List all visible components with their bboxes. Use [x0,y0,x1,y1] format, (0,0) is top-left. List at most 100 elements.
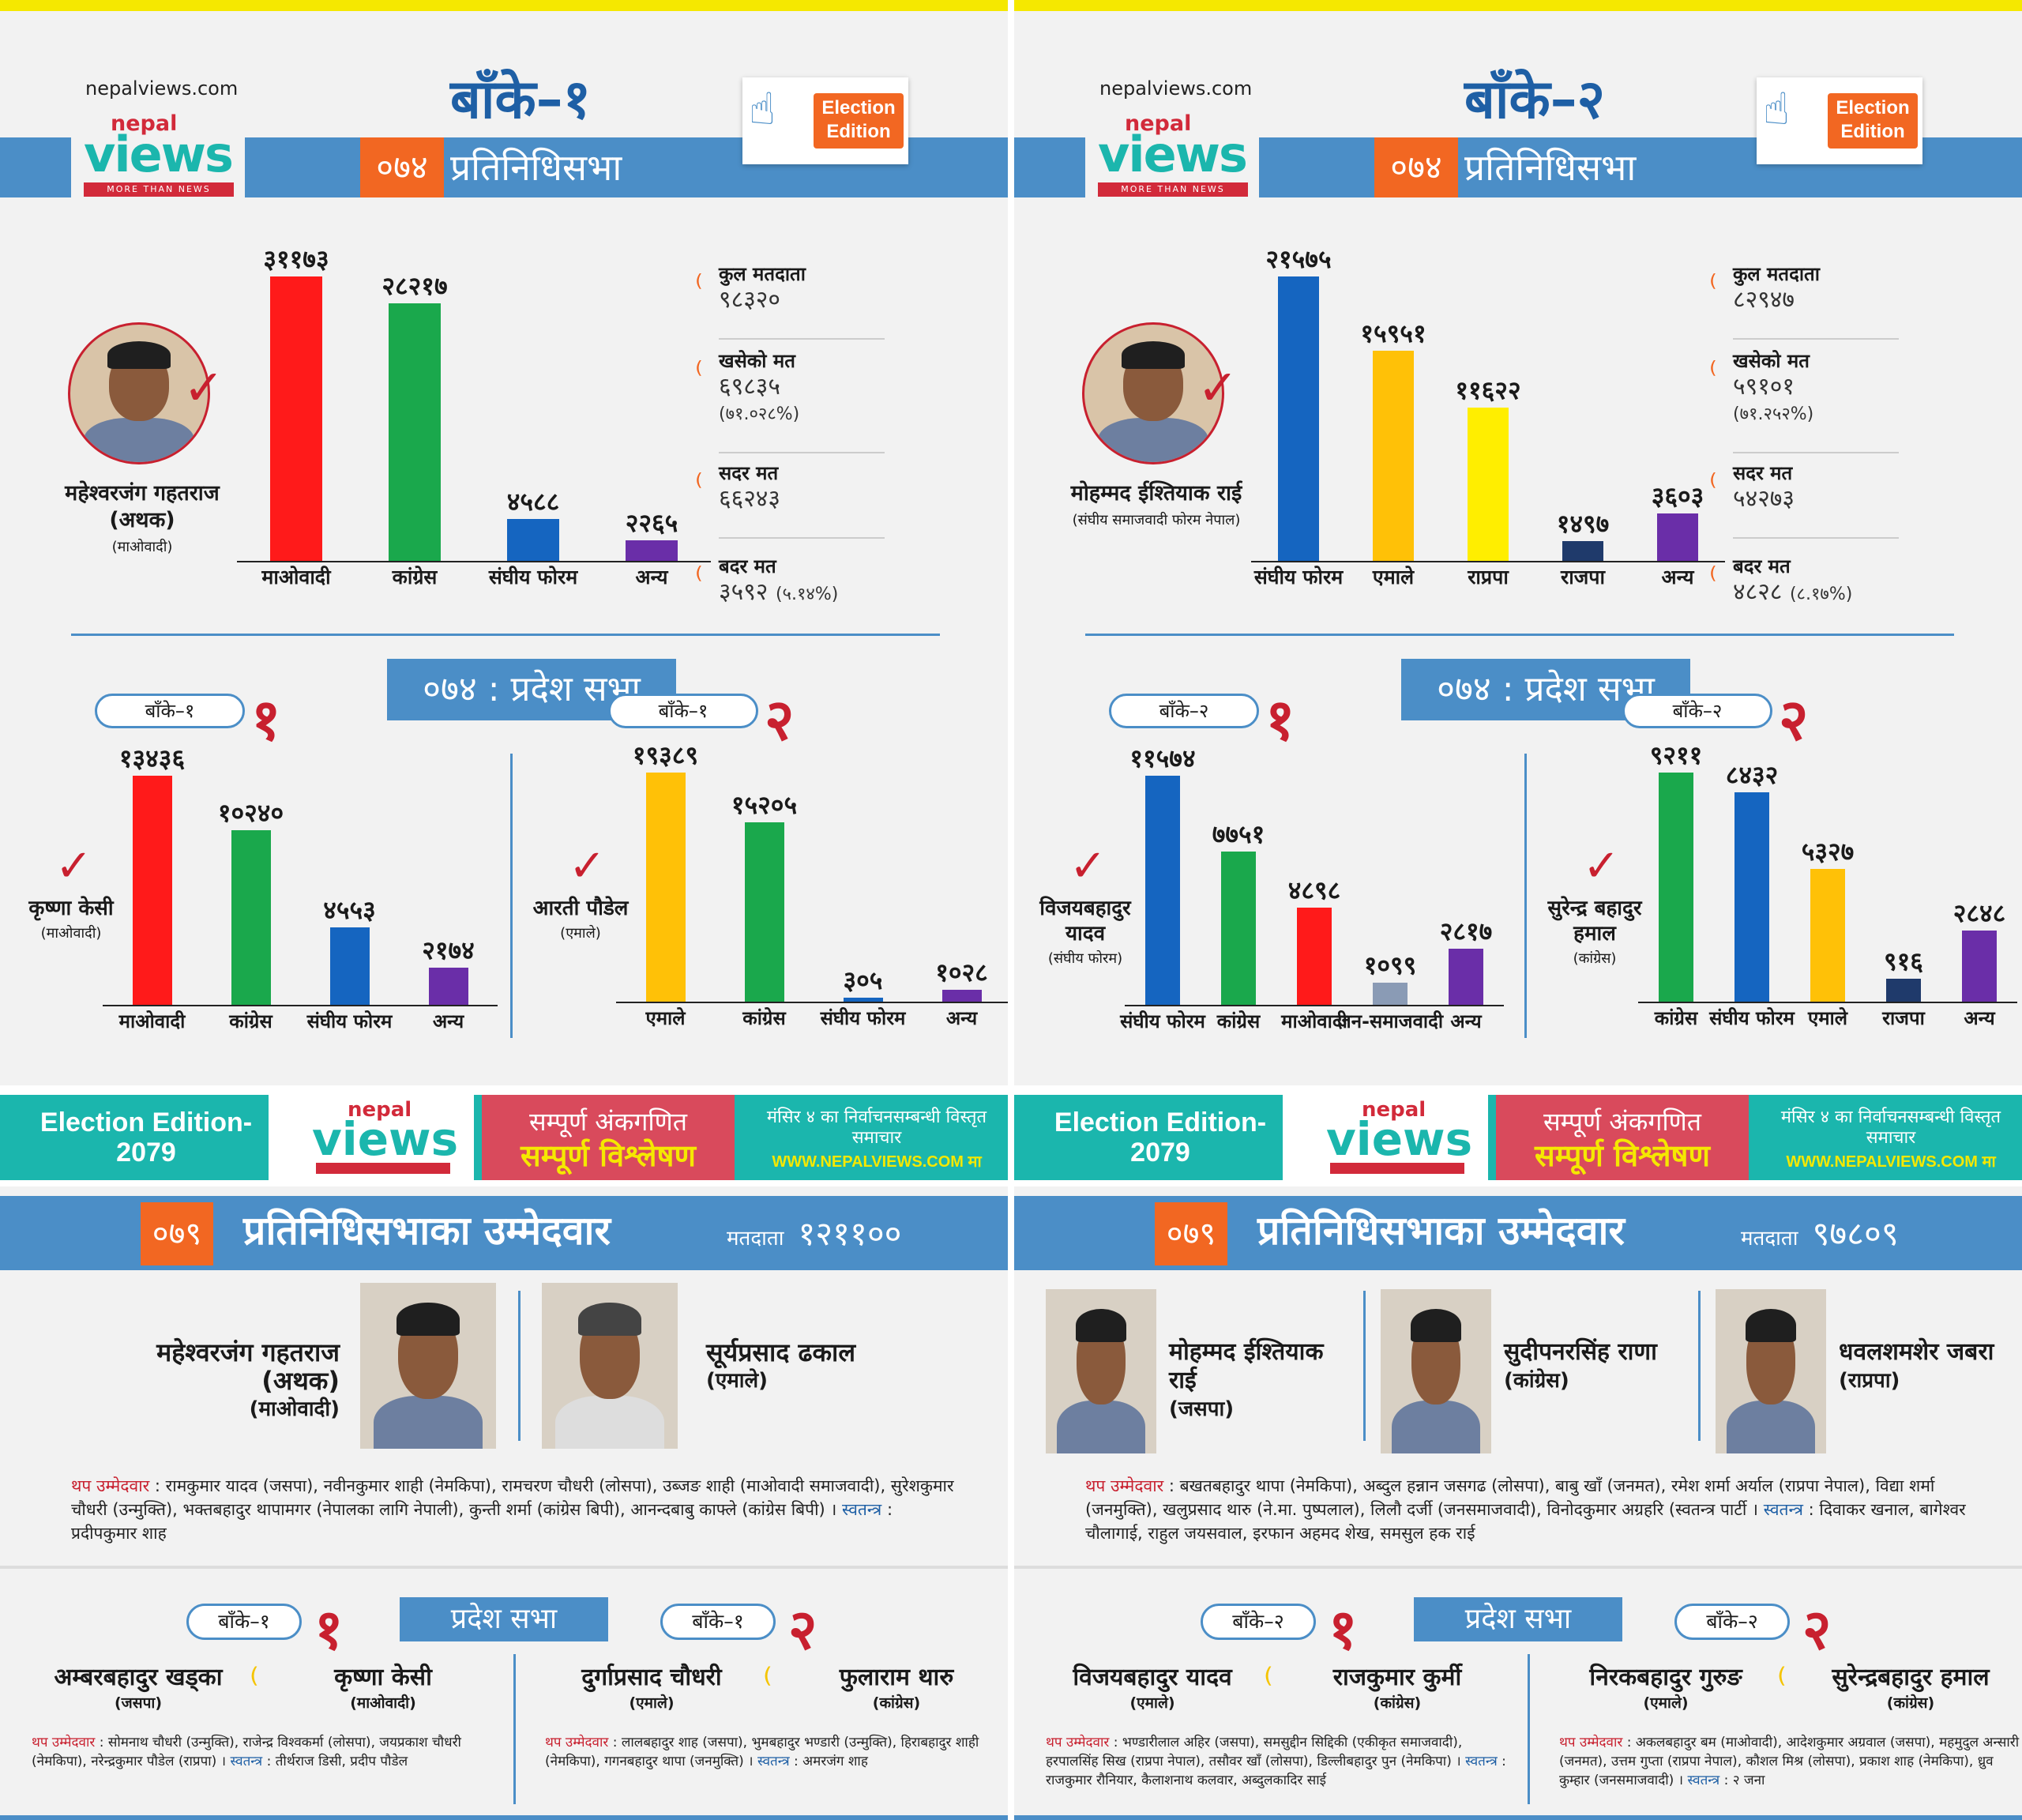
province-area-pill: बाँके–२ [1109,694,1259,728]
province-bar [1373,983,1408,1005]
province-category-label: संघीय फोरम [820,1007,906,1029]
stat-label: बदर मत [719,555,776,577]
constituency-title: बाँके–२ [1464,69,1606,131]
province-candidate-pill: बाँके–१ [186,1604,302,1640]
hor-category-label: संघीय फोरम [488,566,578,588]
stat-separator [1733,452,1899,453]
more-candidates: थप उम्मेदवार : बखतबहादुर थापा (नेमकिपा),… [1085,1476,1966,1543]
swirl-icon: ⁽ [250,1660,259,1705]
province-more-candidates: थप उम्मेदवार : भण्डारीलाल अहिर (जसपा), स… [1046,1735,1506,1788]
province-value-label: ५३२७ [1801,837,1855,867]
hor-bar [1468,408,1509,561]
province-candidate-number: २ [788,1597,817,1662]
stat-3: ⁽ बदर मत ३५९२ (५.१४%) [695,555,893,609]
election-edition-ad: Election Edition- 2079 nepal views सम्पू… [0,1085,1011,1186]
candidates-year: ०७९ [1155,1202,1227,1265]
stat-label: बदर मत [1733,555,1791,577]
province-value-label: २८१७ [1439,916,1493,947]
candidate-name: महेश्वरजंग गहतराज (अथक) (माओवादी) [156,1337,340,1421]
province-category-label: जन-समाजवादी [1336,1010,1444,1032]
province-bar [1886,979,1921,1002]
province-winner: आरती पौडेल (एमाले) [532,897,629,942]
province-category-label: अन्य [1450,1010,1482,1032]
candidate-name: सूर्यप्रसाद ढकाल (एमाले) [706,1337,856,1393]
hor-category-label: राजपा [1561,566,1605,588]
candidate-divider [1363,1291,1366,1441]
ad-website[interactable]: WWW.NEPALVIEWS.COM मा [772,1153,982,1171]
province-value-label: १०९९ [1363,950,1417,981]
stat-2: ⁽ सदर मत ६६२४३ [695,461,893,513]
winner-photo [1082,322,1224,464]
province-area-number: २ [1779,686,1809,753]
bottom-line [0,1815,1011,1820]
province-category-label: संघीय फोरम [1709,1007,1795,1029]
province-bar [1221,851,1256,1005]
winner-party: (संघीय समाजवादी फोरम नेपाल) [1072,512,1241,528]
stat-swirl-icon: ⁽ [695,269,703,305]
province-bar [329,927,370,1005]
stat-swirl-icon: ⁽ [695,355,703,392]
province-winner: कृष्णा केसी (माओवादी) [28,897,114,942]
province-candidate-pill: बाँके–१ [660,1604,776,1640]
province-candidate-number: १ [1329,1597,1358,1662]
province-candidate-number: २ [1802,1597,1832,1662]
voters-count: मतदाता १२११०० [727,1214,902,1253]
ad-logo-small: nepal [348,1098,412,1122]
logo-tagline: MORE THAN NEWS [84,182,234,197]
candidate-divider [518,1291,521,1441]
province-axis [1638,1002,2017,1003]
province-value-label: १९३८९ [632,740,699,770]
hor-category-label: माओवादी [261,566,331,588]
candidate-divider [1698,1291,1701,1441]
ad-note: मंसिर ४ का निर्वाचनसम्बन्धी विस्तृत समाच… [1780,1107,2001,1148]
stat-3: ⁽ बदर मत ४८२८ (८.१७%) [1709,555,1907,609]
election-edition-badge: ☝ Election Edition [742,77,908,164]
stat-swirl-icon: ⁽ [1709,468,1717,504]
stat-1: ⁽ खसेको मत ६९८३५ (७१.०२८%) [695,349,893,425]
section-divider-2 [1014,1566,2022,1569]
province-bar [843,998,883,1002]
candidate-photo [1046,1289,1156,1453]
ad-website[interactable]: WWW.NEPALVIEWS.COM मा [1786,1153,1996,1171]
province-candidate: सुरेन्द्रबहादुर हमाल (कांग्रेस) [1832,1664,1990,1713]
election-edition-badge: ☝ Election Edition [1757,77,1922,164]
stat-value: ६६२४३ [719,485,780,513]
province-category-label: अन्य [1964,1007,1995,1029]
province-bar [941,989,982,1002]
stat-value: ५४२७३ [1733,485,1795,513]
province-bar [1659,773,1693,1002]
candidate-photo [360,1283,496,1449]
winner-name: मोहम्मद ईश्तियाक राई (संघीय समाजवादी फोरम… [1046,480,1267,534]
province-category-label: कांग्रेस [229,1010,272,1032]
hor-value-label: ३११७३ [263,244,329,274]
bottom-line [1014,1815,2022,1820]
candidate-photo [542,1283,678,1449]
province-candidate: दुर्गाप्रसाद चौधरी (एमाले) [581,1664,722,1713]
province-value-label: ७७५१ [1212,818,1265,849]
province-bar [1810,869,1845,1002]
stat-value: ८२९४७ [1733,286,1795,314]
province-assembly-title: ०७४ : प्रदेश सभा [387,659,676,720]
hor-bar [1373,350,1414,561]
province-axis [1125,1005,1504,1006]
province-bar [1449,949,1483,1005]
hor-bar [626,540,678,561]
election-edition-ad: Election Edition- 2079 nepal views सम्पू… [1014,1085,2022,1186]
province-candidate: निरकबहादुर गुरुङ (एमाले) [1589,1664,1742,1713]
stat-swirl-icon: ⁽ [1709,269,1717,305]
ad-line-2: सम्पूर्ण विश्लेषण [1535,1138,1710,1173]
province-value-label: २८४८ [1952,898,2006,929]
province-more-candidates: थप उम्मेदवार : अकलबहादुर बम (माओवादी), आ… [1559,1735,2020,1788]
ad-logo-big: views [312,1112,459,1166]
hor-category-label: अन्य [1661,566,1694,588]
province-category-label: संघीय फोरम [1120,1010,1205,1032]
province-value-label: ४८९८ [1287,875,1341,906]
province-divider [510,754,513,1038]
province-candidate-pill: बाँके–२ [1201,1604,1316,1640]
province-candidate-number: १ [314,1597,344,1662]
stat-label: कुल मतदाता [1733,263,1820,285]
candidates-title: प्रतिनिधिसभाका उम्मेदवार [1257,1208,1625,1254]
province-area-number: १ [1265,686,1295,753]
hor-category-label: एमाले [1372,566,1415,588]
stat-value: ४८२८ (८.१७%) [1733,578,1853,606]
